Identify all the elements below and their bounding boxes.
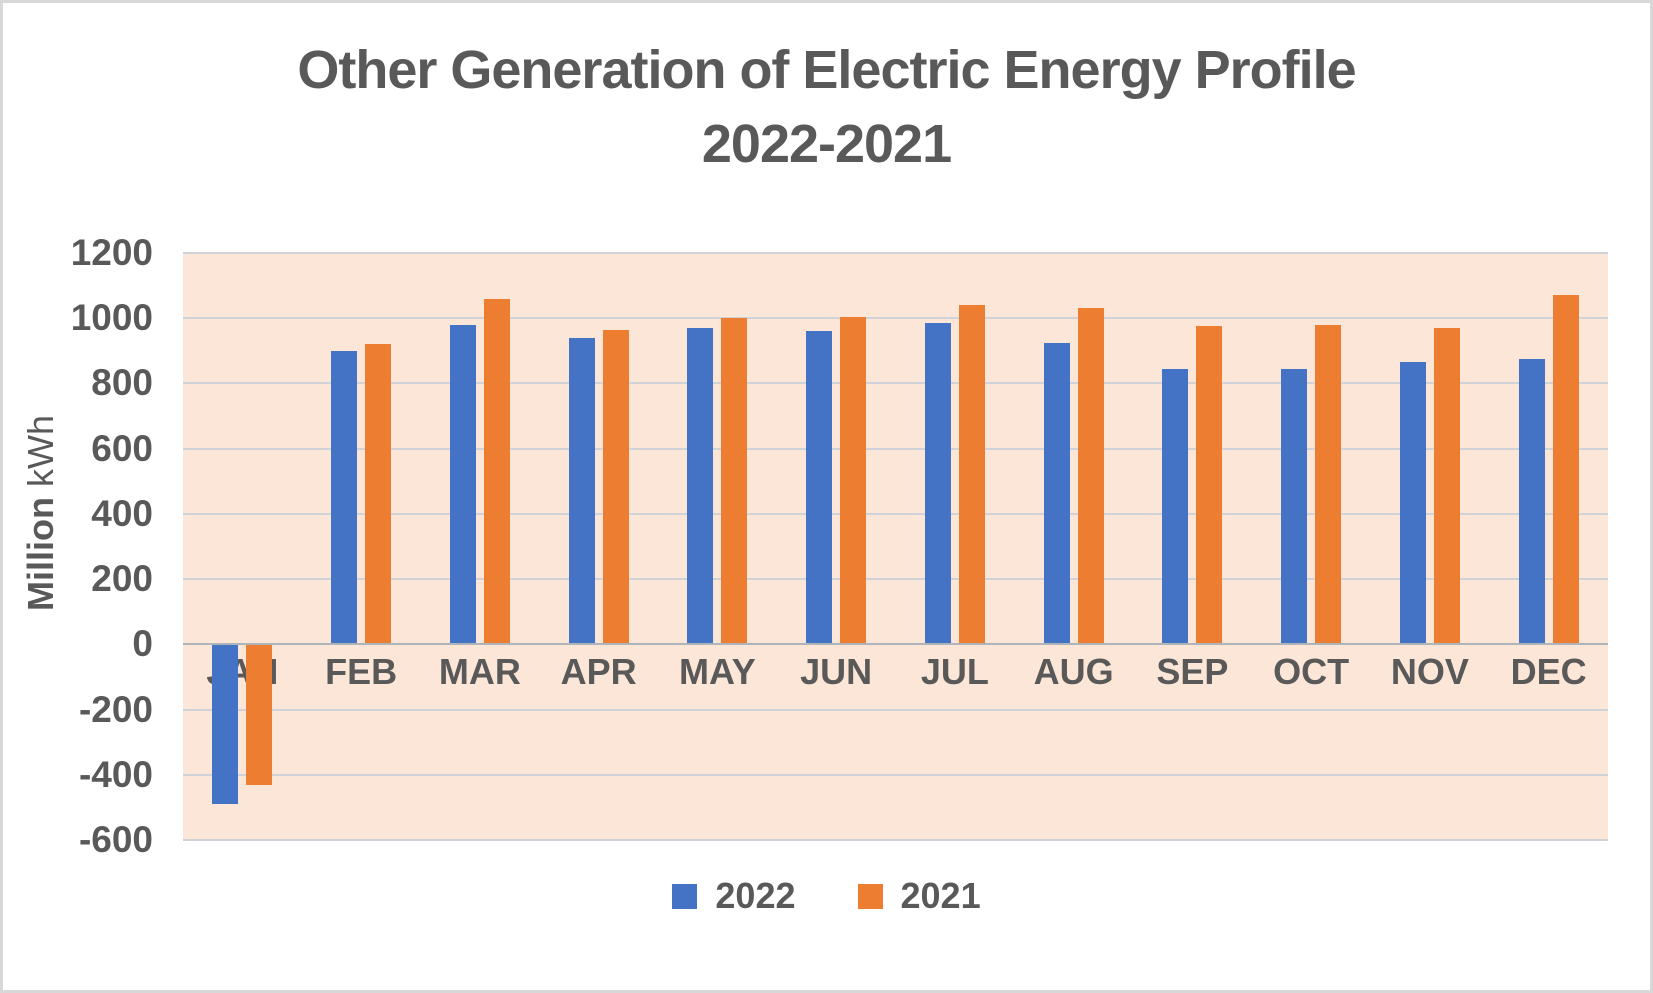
x-axis-label-jan: JAN — [206, 651, 279, 693]
bar-2022-nov — [1399, 362, 1426, 645]
bar-2021-mar — [483, 298, 510, 645]
x-axis-label-oct: OCT — [1273, 651, 1350, 693]
bar-2021-feb — [365, 344, 392, 645]
y-tick-label--400: -400 — [78, 753, 153, 795]
x-axis-label-sep: SEP — [1156, 651, 1229, 693]
legend-swatch-2021 — [857, 883, 883, 909]
x-axis-label-jul: JUL — [920, 651, 989, 693]
bar-2022-jan — [212, 644, 239, 805]
bar-2022-jul — [924, 323, 951, 645]
plot-background — [183, 253, 1608, 840]
y-tick-label-800: 800 — [91, 362, 153, 404]
x-axis-label-aug: AUG — [1033, 651, 1114, 693]
x-axis-label-jun: JUN — [800, 651, 873, 693]
bar-2022-oct — [1281, 368, 1308, 645]
plot-area: JAN FEB MAR APR MAY JUN JUL AUG SEP OCT NOV DEC — [183, 252, 1608, 841]
bar-2021-apr — [602, 329, 629, 645]
gridline-y--600 — [183, 839, 1608, 841]
x-axis-label-may: MAY — [679, 651, 756, 693]
gridline-y-800 — [183, 382, 1608, 385]
bar-2022-sep — [1162, 368, 1189, 645]
bar-2022-mar — [449, 324, 476, 645]
legend-swatch-2022 — [672, 883, 698, 909]
gridline-y-600 — [183, 447, 1608, 450]
x-axis-zero-line — [183, 643, 1608, 646]
legend-label-2022: 2022 — [715, 875, 796, 916]
legend-label-2021: 2021 — [900, 875, 981, 916]
bar-2021-jul — [958, 305, 985, 645]
gridline-y-1000 — [183, 317, 1608, 320]
y-tick-label-0: 0 — [132, 623, 153, 665]
legend-item-2022: 2022 — [672, 875, 796, 917]
x-axis-label-feb: FEB — [325, 651, 398, 693]
gridline-y-400 — [183, 512, 1608, 515]
x-axis-label-nov: NOV — [1390, 651, 1469, 693]
y-tick-label-600: 600 — [91, 427, 153, 469]
bar-2021-aug — [1077, 308, 1104, 645]
x-axis-label-dec: DEC — [1510, 651, 1587, 693]
gridline-y-200 — [183, 578, 1608, 581]
y-tick-label--600: -600 — [78, 819, 153, 860]
y-tick-label-1000: 1000 — [70, 297, 153, 339]
legend-item-2021: 2021 — [857, 875, 981, 917]
gridline-y--200 — [183, 708, 1608, 711]
chart-title-line-1: Other Generation of Electric Energy Prof… — [297, 40, 1356, 100]
bar-2021-may — [721, 318, 748, 645]
bar-2022-apr — [568, 337, 595, 645]
bar-2022-dec — [1518, 358, 1545, 645]
legend: 2022 2021 — [3, 875, 1650, 917]
bar-2021-sep — [1196, 326, 1223, 645]
gridline-y--400 — [183, 773, 1608, 776]
chart-title-line-2: 2022-2021 — [701, 114, 952, 174]
bar-2021-dec — [1552, 295, 1579, 645]
y-tick-label-1200: 1200 — [70, 232, 153, 273]
y-tick-label--200: -200 — [78, 688, 153, 730]
bar-2022-feb — [331, 350, 358, 645]
bar-2022-jun — [806, 331, 833, 645]
bar-2022-aug — [1043, 342, 1070, 645]
x-axis-label-mar: MAR — [438, 651, 521, 693]
x-axis-label-apr: APR — [560, 651, 637, 693]
gridline-y-1200 — [183, 252, 1608, 254]
bar-2021-jun — [840, 316, 867, 645]
bar-2021-jan — [246, 644, 273, 785]
bar-2021-nov — [1433, 328, 1460, 645]
bar-2021-oct — [1315, 324, 1342, 645]
y-tick-label-400: 400 — [91, 492, 153, 534]
bar-2022-may — [687, 328, 714, 645]
y-tick-label-200: 200 — [91, 558, 153, 600]
